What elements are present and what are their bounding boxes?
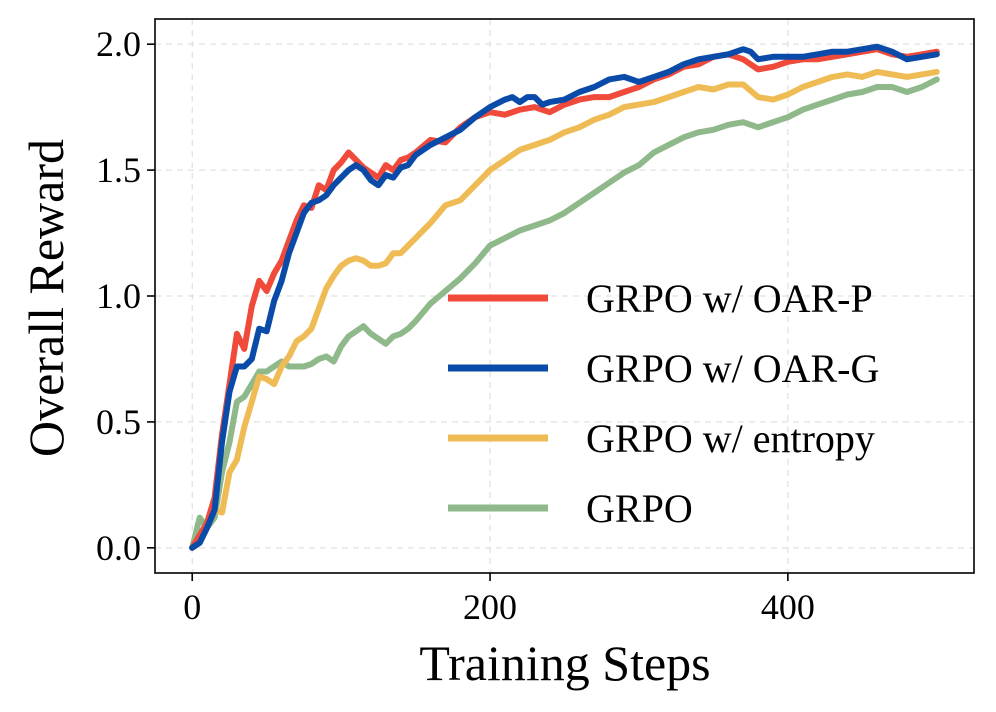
x-axis-label: Training Steps — [419, 635, 710, 691]
series-line-grpo — [189, 76, 940, 551]
legend-label-grpo-w-oar-g: GRPO w/ OAR-G — [586, 346, 879, 391]
axis-ticks: 0.0 0.5 1.0 1.5 2.0 0 200 400 — [96, 24, 815, 627]
legend: GRPO w/ OAR-P GRPO w/ OAR-G GRPO w/ entrop… — [448, 276, 879, 531]
x-tick-label: 0 — [183, 587, 201, 627]
x-tick-label: 200 — [463, 587, 517, 627]
legend-label-grpo-w-entropy: GRPO w/ entropy — [586, 416, 875, 461]
legend-label-grpo: GRPO — [586, 486, 693, 531]
y-tick-label: 1.0 — [96, 276, 141, 316]
y-tick-label: 2.0 — [96, 24, 141, 64]
y-tick-label: 1.5 — [96, 150, 141, 190]
legend-label-grpo-w-oar-p: GRPO w/ OAR-P — [586, 276, 873, 321]
y-tick-label: 0.0 — [96, 528, 141, 568]
x-tick-label: 400 — [761, 587, 815, 627]
series-line-grpo-w-entropy — [189, 68, 940, 551]
y-tick-label: 0.5 — [96, 402, 141, 442]
series-line-grpo-w-oar-g — [189, 43, 940, 551]
series-lines — [189, 43, 940, 551]
y-axis-label: Overall Reward — [18, 139, 74, 457]
